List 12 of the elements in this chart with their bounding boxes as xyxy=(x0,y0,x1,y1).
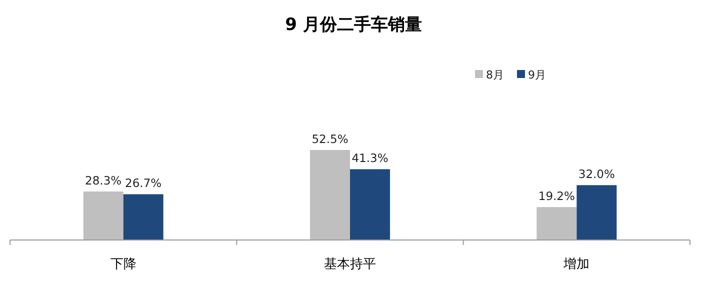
data-label: 19.2% xyxy=(538,189,575,204)
data-label: 28.3% xyxy=(85,173,122,188)
chart-title: 9 月份二手车销量 xyxy=(285,15,422,35)
data-label: 41.3% xyxy=(352,151,388,166)
x-tick-label: 基本持平 xyxy=(324,257,376,272)
x-tick-label: 增加 xyxy=(562,257,590,272)
data-label: 32.0% xyxy=(578,167,615,182)
data-label: 52.5% xyxy=(312,132,348,146)
legend-label: 8月 xyxy=(486,68,504,82)
x-tick-label: 下降 xyxy=(110,257,136,272)
data-label: 26.7% xyxy=(125,176,162,190)
legend-label: 9月 xyxy=(528,68,546,82)
